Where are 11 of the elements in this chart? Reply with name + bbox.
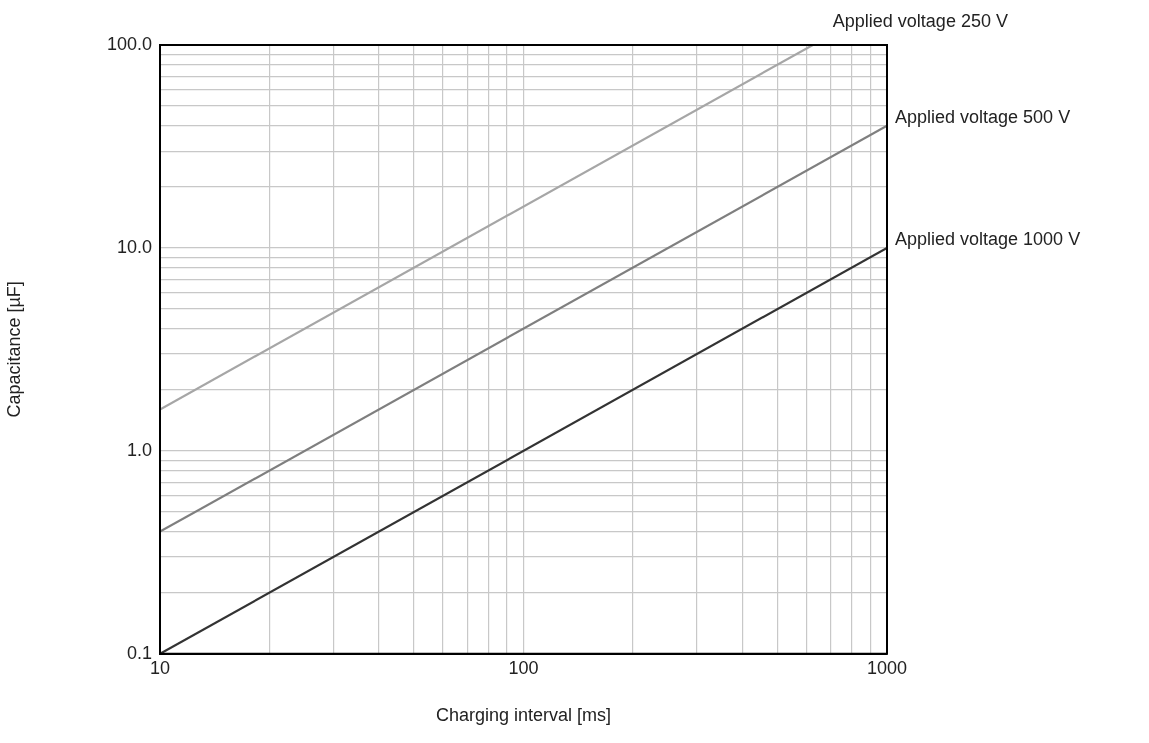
y-tick-label: 0.1	[126, 642, 152, 663]
series-label: Applied voltage 250 V	[832, 10, 1008, 31]
y-tick-label: 100.0	[106, 33, 152, 54]
series-label: Applied voltage 500 V	[895, 106, 1071, 127]
series-label: Applied voltage 1000 V	[895, 228, 1081, 249]
x-axis-title: Charging interval [ms]	[435, 705, 612, 726]
y-tick-label: 10.0	[116, 236, 152, 257]
x-tick-label: 100	[508, 657, 539, 678]
x-tick-label: 1000	[866, 657, 908, 678]
y-axis-title: Capacitance [µF]	[3, 281, 24, 418]
y-tick-label: 1.0	[126, 439, 152, 460]
